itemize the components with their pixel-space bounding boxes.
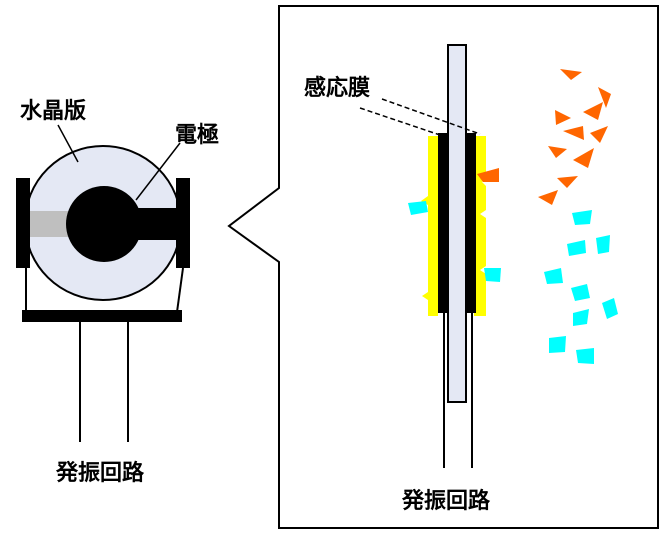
molecule-cyan xyxy=(573,309,589,326)
crystal-label-pointer xyxy=(57,124,79,163)
holder-clip-right xyxy=(176,178,190,268)
oscillator-label-left: 発振回路 xyxy=(55,460,145,486)
molecule-cyan xyxy=(576,348,594,364)
electrode-left-section xyxy=(438,133,448,313)
holder-clip-left xyxy=(16,178,30,268)
molecule-cyan xyxy=(571,284,590,301)
electrode-right-section xyxy=(466,133,476,313)
electrode-label: 電極 xyxy=(175,122,219,148)
molecule-orange xyxy=(538,190,558,205)
molecule-orange xyxy=(573,148,594,168)
molecule-orange xyxy=(590,126,608,143)
oscillator-label-right: 発振回路 xyxy=(401,488,491,514)
molecule-cyan xyxy=(596,235,610,254)
cross-section-callout: 感応膜 発振回路 xyxy=(227,5,659,529)
molecule-orange xyxy=(583,102,603,120)
film-label-pointer-a xyxy=(359,107,441,136)
molecule-orange xyxy=(598,87,611,108)
orange-molecules xyxy=(538,69,611,205)
molecule-orange xyxy=(555,110,571,125)
molecule-cyan xyxy=(602,298,618,319)
molecule-cyan-adsorbed xyxy=(484,268,501,282)
holder-support-right xyxy=(176,267,184,313)
electrode xyxy=(66,186,142,262)
cyan-molecules xyxy=(544,210,618,364)
holder-base xyxy=(22,310,182,322)
sensitive-film-label: 感応膜 xyxy=(304,75,370,101)
molecule-cyan xyxy=(567,240,586,256)
molecule-orange xyxy=(560,69,582,80)
molecule-orange xyxy=(548,146,567,158)
qcm-sensor-front-view: 水晶版 電極 発振回路 xyxy=(16,99,219,486)
film-label-pointer-b xyxy=(381,98,481,135)
molecule-orange xyxy=(557,176,578,188)
molecule-cyan xyxy=(572,210,592,225)
molecule-cyan-adsorbed xyxy=(408,201,428,215)
molecule-orange-adsorbed xyxy=(477,168,499,182)
molecule-orange xyxy=(563,126,584,140)
molecule-cyan xyxy=(549,336,566,353)
sensitive-film-left xyxy=(421,136,438,316)
molecule-cyan xyxy=(544,268,563,284)
crystal-plate-label: 水晶版 xyxy=(20,99,86,124)
crystal-plate-section xyxy=(447,44,467,403)
electrode-label-pointer xyxy=(135,142,181,201)
